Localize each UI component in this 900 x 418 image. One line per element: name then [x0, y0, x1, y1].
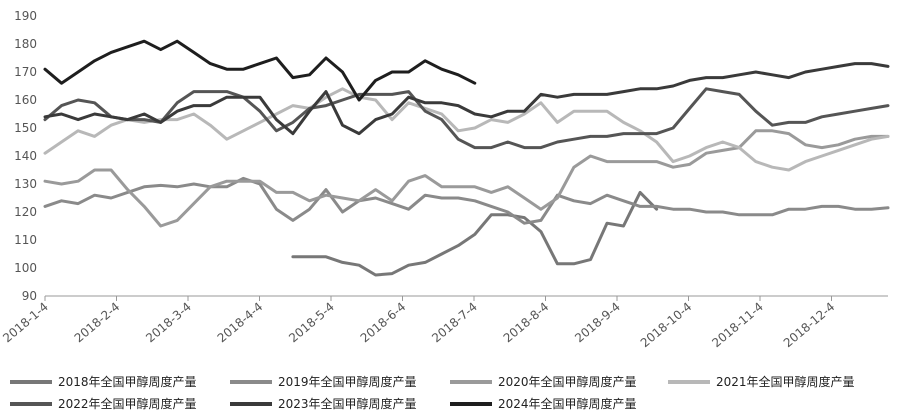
x-axis: 2018-1-4 2018-2-4 2018-3-4 2018-4-4 2018-5-4…	[0, 295, 888, 351]
legend-label: 2019年全国甲醇周度产量	[278, 374, 417, 389]
plot-area	[43, 39, 890, 277]
y-tick-label: 100	[14, 261, 37, 275]
x-tick-label: 2018-11-4	[709, 300, 766, 351]
legend-label: 2021年全国甲醇周度产量	[716, 374, 855, 389]
y-tick-label: 180	[14, 37, 37, 51]
x-tick-label: 2018-7-4	[429, 300, 480, 346]
x-tick-label: 2018-5-4	[286, 300, 337, 346]
y-tick-label: 130	[14, 177, 37, 191]
x-tick-label: 2018-3-4	[143, 300, 194, 346]
y-tick-label: 120	[14, 205, 37, 219]
y-tick-label: 90	[22, 289, 37, 303]
y-tick-label: 140	[14, 149, 37, 163]
y-tick-label: 110	[14, 233, 37, 247]
x-tick-label: 2018-9-4	[572, 300, 623, 346]
x-tick-label: 2018-12-4	[781, 300, 838, 351]
legend: 2018年全国甲醇周度产量 2019年全国甲醇周度产量 2020年全国甲醇周度产量 2…	[10, 374, 855, 411]
legend-label: 2018年全国甲醇周度产量	[58, 374, 197, 389]
y-tick-label: 150	[14, 121, 37, 135]
legend-label: 2020年全国甲醇周度产量	[498, 374, 637, 389]
series-line-4	[43, 87, 890, 150]
x-tick-label: 2018-1-4	[0, 300, 51, 346]
y-tick-label: 160	[14, 93, 37, 107]
legend-label: 2022年全国甲醇周度产量	[58, 396, 197, 411]
y-axis: 90 100 110 120 130 140 150 160 170 180 190	[14, 9, 37, 303]
series-line-1	[43, 176, 890, 225]
x-tick-label: 2018-2-4	[72, 300, 123, 346]
series-line-2	[43, 129, 890, 228]
series-line-3	[43, 87, 890, 172]
legend-label: 2024年全国甲醇周度产量	[498, 396, 637, 411]
y-tick-label: 170	[14, 65, 37, 79]
series-line-5	[43, 62, 890, 136]
y-tick-label: 190	[14, 9, 37, 23]
x-tick-label: 2018-4-4	[215, 300, 266, 346]
series-line-6	[43, 39, 477, 102]
x-tick-label: 2018-10-4	[638, 300, 695, 351]
legend-label: 2023年全国甲醇周度产量	[278, 396, 417, 411]
x-tick-label: 2018-8-4	[501, 300, 552, 346]
x-tick-label: 2018-6-4	[358, 300, 409, 346]
series-line-0	[291, 190, 659, 277]
